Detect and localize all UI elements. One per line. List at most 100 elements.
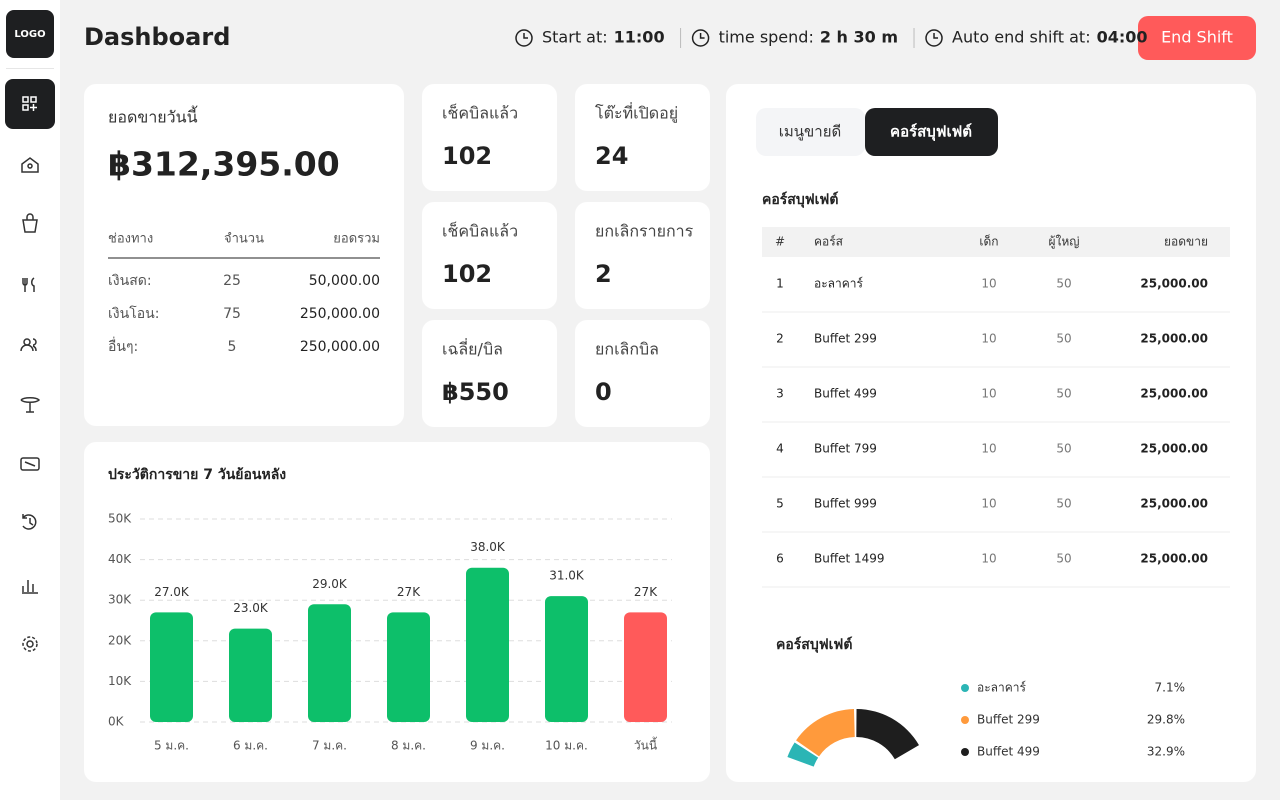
stat-value: 24: [595, 142, 628, 170]
shift-label: time spend:: [719, 28, 814, 47]
table-cell: Buffet 799: [814, 442, 877, 456]
table-col: ผู้ใหญ่: [1048, 235, 1079, 250]
table-cell: 50: [1056, 387, 1071, 401]
donut-slice: [856, 709, 919, 760]
chart-title: คอร์สบุฟเฟต์: [776, 636, 852, 653]
bar: [545, 596, 588, 722]
sales-cell: เงินสด:: [108, 273, 152, 289]
stat-label: เฉลี่ย/บิล: [442, 338, 503, 359]
sales-cell: 25: [223, 273, 241, 289]
stat-label: ยกเลิกรายการ: [595, 222, 694, 241]
stat-card: [575, 84, 710, 191]
stat-card: [575, 320, 710, 427]
table-cell: 10: [981, 277, 996, 291]
bar: [308, 604, 351, 722]
clock-icon: [691, 29, 710, 47]
icon-grid: [22, 96, 37, 111]
table-cell: 25,000.00: [1140, 442, 1208, 456]
table-cell: 2: [776, 332, 784, 346]
sales-col: ยอดรวม: [333, 232, 380, 247]
sales-cell: 5: [228, 339, 237, 355]
y-tick-label: 30K: [108, 593, 132, 607]
shift-value: 04:00: [1097, 28, 1148, 47]
x-tick-label: 10 ม.ค.: [545, 739, 588, 753]
x-tick-label: 7 ม.ค.: [312, 739, 347, 753]
stat-label: ยกเลิกบิล: [595, 340, 659, 359]
legend-label: Buffet 299: [977, 713, 1040, 727]
x-tick-label: 8 ม.ค.: [391, 739, 426, 753]
sales-col: จำนวน: [224, 232, 264, 247]
sales-cell: อื่นๆ:: [108, 337, 138, 355]
table-cell: 50: [1056, 332, 1071, 346]
y-tick-label: 20K: [108, 633, 132, 647]
shift-label: Start at:: [542, 28, 608, 47]
shift-value: 11:00: [614, 28, 665, 47]
table-col: #: [775, 235, 785, 249]
y-tick-label: 10K: [108, 674, 132, 688]
nav-icons[interactable]: [20, 157, 41, 652]
value-label: 23.0K: [233, 601, 269, 615]
tab-label: คอร์สบุฟเฟต์: [890, 123, 972, 142]
sales-title: ยอดขายวันนี้: [108, 106, 198, 127]
table-cell: 50: [1056, 442, 1071, 456]
tab-best[interactable]: [756, 108, 865, 156]
table-cell: 10: [981, 332, 996, 346]
table-cell: 6: [776, 552, 784, 566]
table-cell: Buffet 999: [814, 497, 877, 511]
table-cell: Buffet 299: [814, 332, 877, 346]
bar: [466, 567, 509, 722]
stat-card: [422, 84, 557, 191]
legend-value: 29.8%: [1147, 713, 1185, 727]
table-col: เด็ก: [979, 234, 998, 249]
legend-value: 32.9%: [1147, 745, 1185, 759]
sales-cell: 75: [223, 306, 241, 322]
value-label: 38.0K: [470, 540, 506, 554]
divider: [6, 68, 54, 69]
table-cell: 10: [981, 442, 996, 456]
donut-slice: [787, 742, 819, 767]
sales-total: ฿312,395.00: [108, 145, 340, 184]
sales-card: [84, 84, 404, 426]
table-cell: 25,000.00: [1140, 387, 1208, 401]
table-cell: 50: [1056, 277, 1071, 291]
value-label: 27.0K: [154, 585, 190, 599]
legend-dot: [961, 716, 969, 724]
donut: [787, 709, 919, 767]
end-shift-label: End Shift: [1161, 28, 1233, 47]
table-cell: 10: [981, 387, 996, 401]
legend-value: 7.1%: [1155, 681, 1186, 695]
nav-dashboard[interactable]: [5, 79, 55, 129]
tab-buffet[interactable]: [865, 108, 998, 156]
stat-card: [575, 202, 710, 309]
stat-value: 0: [595, 378, 612, 406]
table-cell: 25,000.00: [1140, 277, 1208, 291]
stat-value: 102: [442, 260, 492, 288]
y-tick-label: 0K: [108, 715, 125, 729]
y-tick-label: 40K: [108, 552, 132, 566]
table-cell: 50: [1056, 552, 1071, 566]
logo-box: [6, 10, 54, 58]
table-cell: 1: [776, 277, 784, 291]
end-shift-button[interactable]: [1138, 16, 1256, 60]
chart-title: ประวัติการขาย 7 วันย้อนหลัง: [108, 467, 286, 483]
table-head: [762, 227, 1230, 257]
table-cell: 25,000.00: [1140, 552, 1208, 566]
x-tick-label: วันนี้: [634, 737, 658, 753]
legend-label: Buffet 499: [977, 745, 1040, 759]
sales-col: ช่องทาง: [108, 232, 153, 247]
chart-card: [84, 442, 710, 782]
legend-label: อะลาคาร์: [977, 681, 1027, 695]
clock-hand: [523, 33, 528, 39]
logo: LOGO: [14, 29, 45, 40]
sales-cell: 250,000.00: [300, 306, 380, 322]
bar: [624, 612, 667, 722]
bar: [150, 612, 193, 722]
y-tick-label: 50K: [108, 512, 132, 526]
sales-cell: 50,000.00: [309, 273, 380, 289]
stat-label: เช็คบิลแล้ว: [442, 221, 518, 241]
course-card: [726, 84, 1256, 782]
value-label: 27K: [397, 585, 421, 599]
shift-label: Auto end shift at:: [952, 28, 1091, 47]
tab-label: เมนูขายดี: [779, 123, 841, 141]
